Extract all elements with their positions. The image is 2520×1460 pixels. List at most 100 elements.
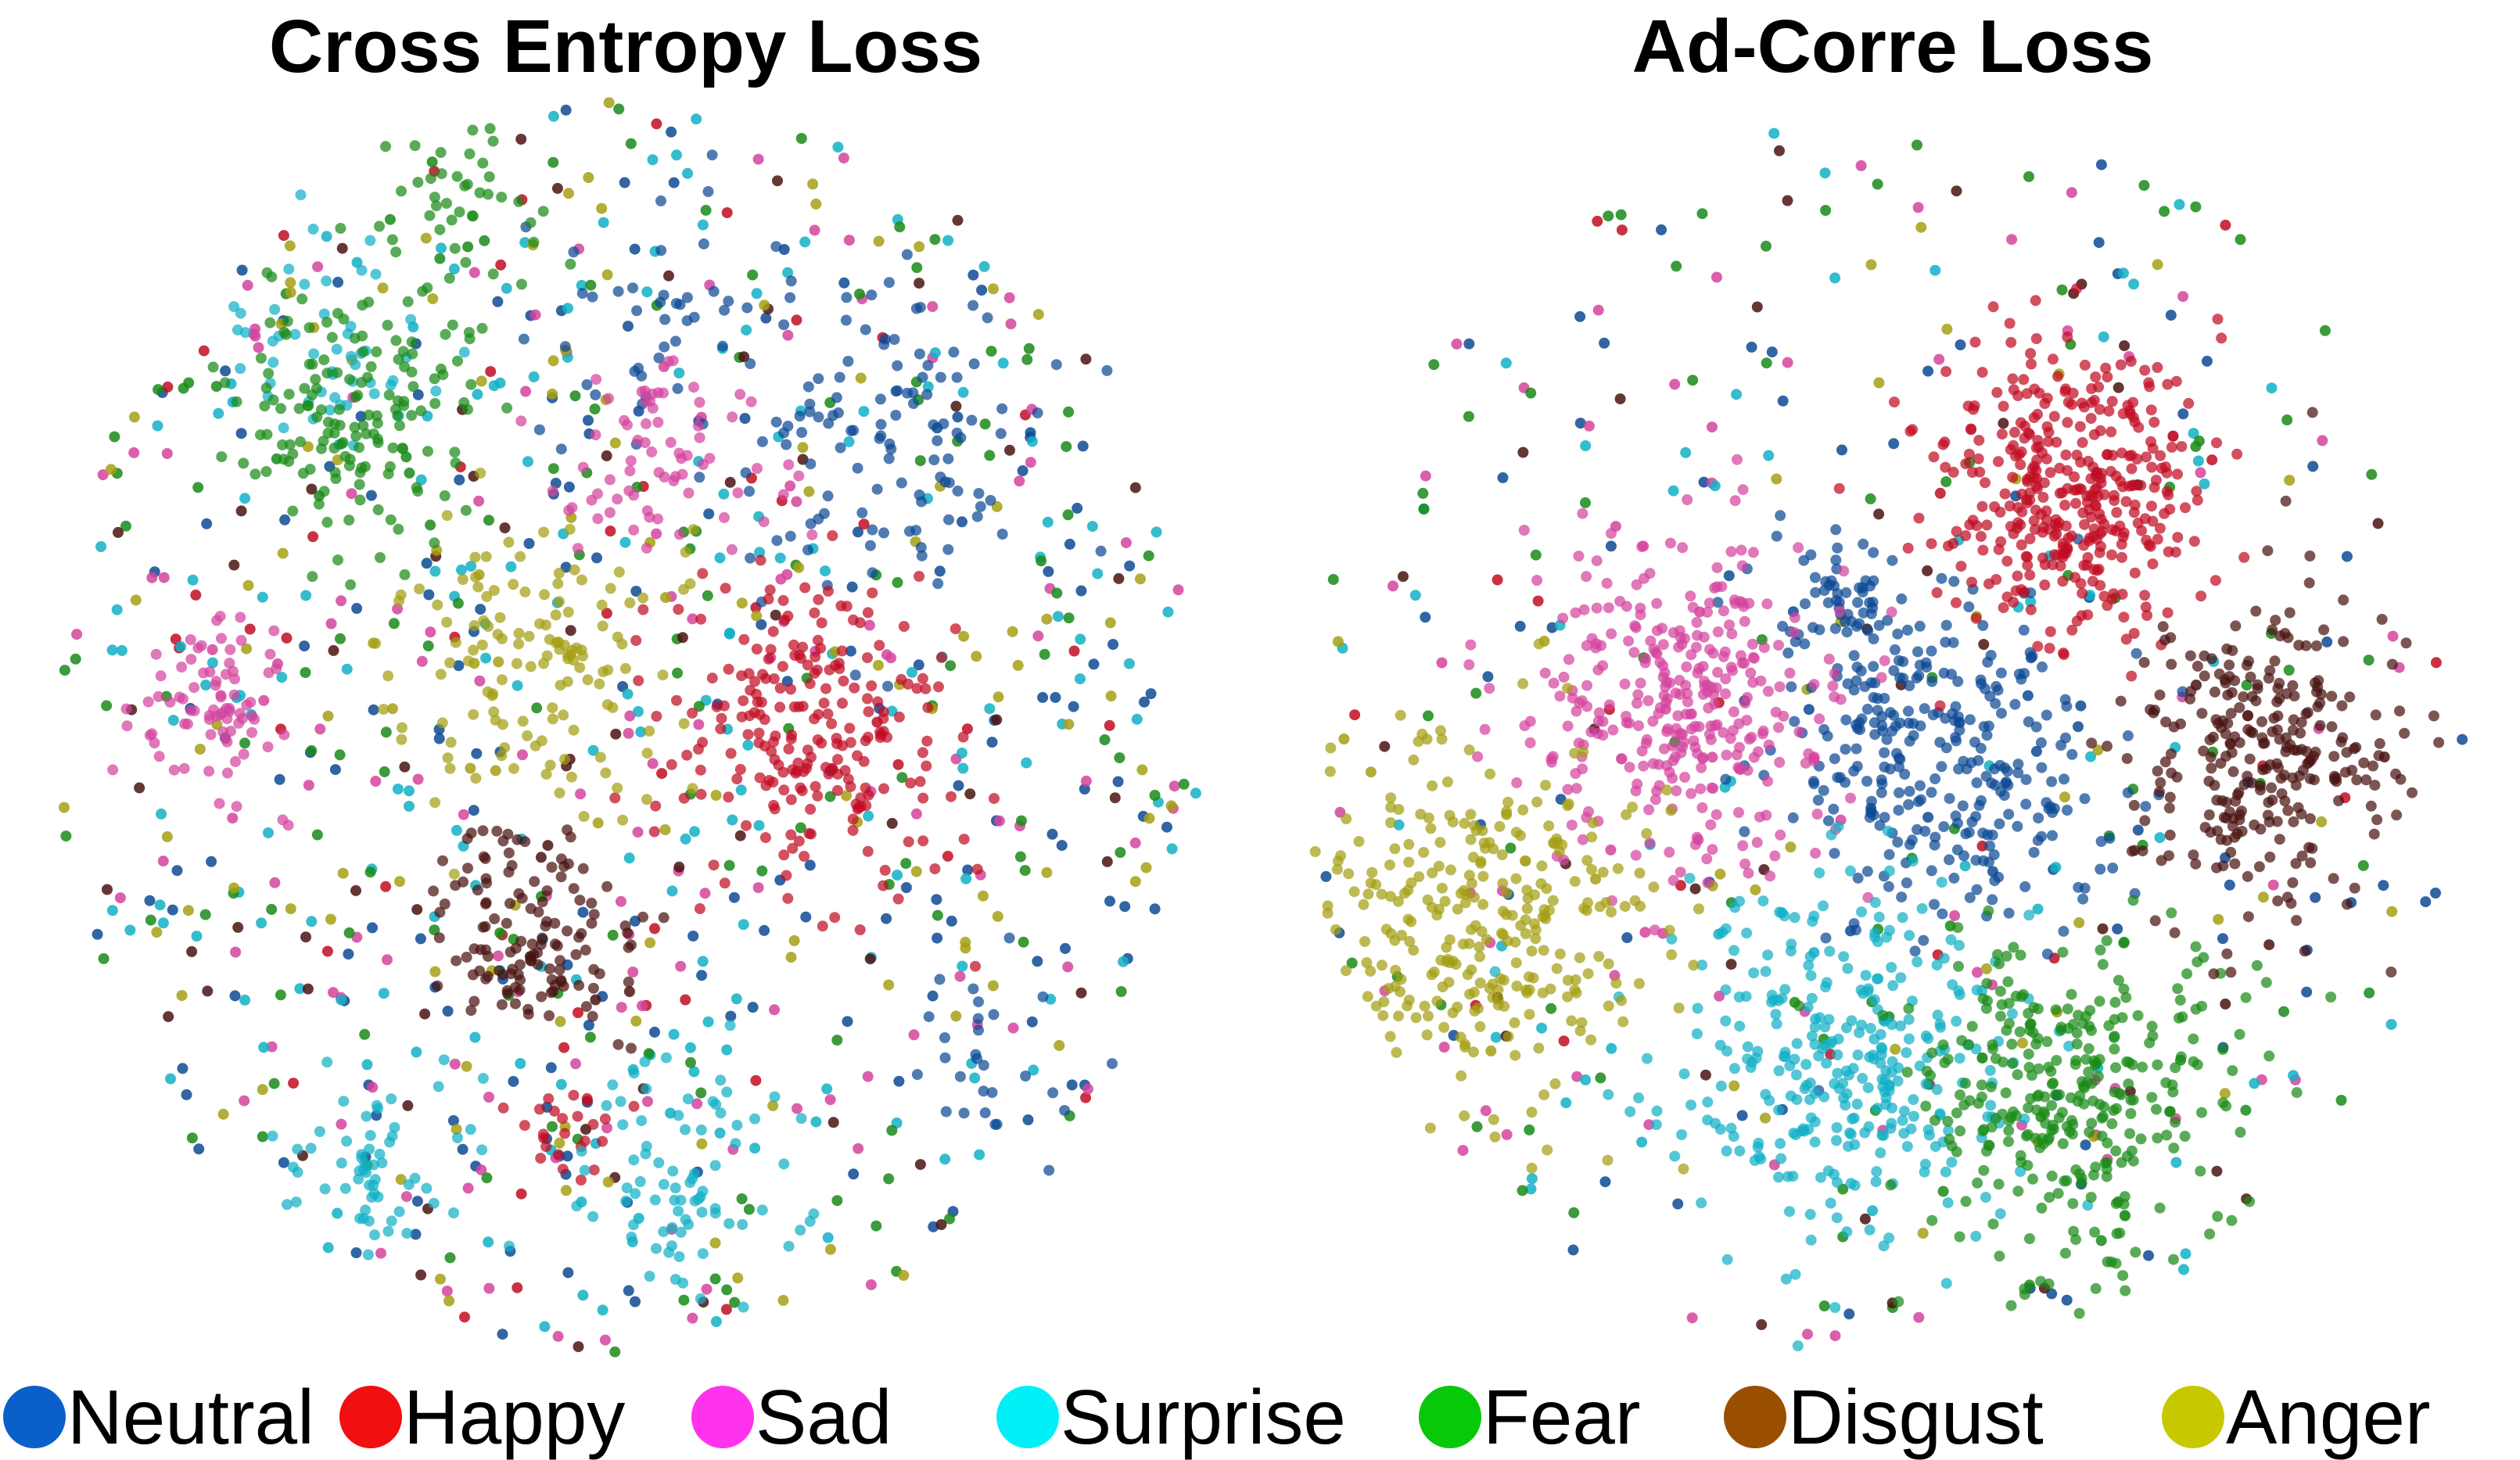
point-fear — [333, 404, 345, 415]
point-neutral — [2122, 730, 2134, 741]
point-fear — [2015, 1150, 2026, 1161]
point-anger — [1348, 886, 1360, 898]
point-sad — [1120, 537, 1132, 548]
point-surprise — [1845, 1128, 1857, 1140]
point-happy — [678, 792, 690, 804]
point-happy — [774, 701, 786, 713]
point-happy — [832, 754, 843, 766]
point-surprise — [1800, 1059, 1812, 1071]
point-neutral — [781, 439, 792, 450]
point-disgust — [2296, 809, 2307, 820]
point-sad — [726, 543, 738, 555]
point-neutral — [1919, 826, 1931, 837]
point-fear — [2151, 1103, 2162, 1115]
point-disgust — [1614, 393, 1626, 405]
point-neutral — [1886, 725, 1898, 737]
point-surprise — [668, 1028, 680, 1040]
point-surprise — [1912, 956, 1923, 967]
point-surprise — [1728, 945, 1739, 956]
point-fear — [2130, 1247, 2141, 1258]
point-anger — [450, 637, 461, 648]
point-sad — [1933, 353, 1945, 365]
point-fear — [721, 1284, 733, 1296]
point-fear — [406, 336, 418, 348]
point-fear — [1580, 497, 1591, 508]
point-surprise — [997, 357, 1009, 369]
point-neutral — [1929, 773, 1941, 784]
point-neutral — [412, 389, 424, 400]
point-happy — [914, 571, 925, 582]
legend-marker-fear — [1419, 1386, 1481, 1448]
point-neutral — [1025, 427, 1036, 439]
point-fear — [756, 865, 768, 877]
point-neutral — [630, 1296, 641, 1308]
point-happy — [2135, 479, 2147, 491]
point-sad — [1682, 696, 1693, 708]
point-surprise — [696, 1207, 708, 1218]
point-fear — [871, 1220, 882, 1232]
point-fear — [2283, 665, 2295, 676]
point-happy — [1987, 301, 1999, 313]
point-surprise — [1710, 1117, 1721, 1129]
point-disgust — [1004, 444, 1015, 456]
point-happy — [2106, 549, 2117, 561]
point-disgust — [2250, 605, 2262, 617]
point-neutral — [922, 360, 934, 371]
point-disgust — [336, 242, 348, 254]
point-fear — [2046, 1099, 2058, 1111]
point-neutral — [996, 529, 1008, 540]
point-happy — [2089, 500, 2101, 511]
point-fear — [307, 358, 318, 370]
point-surprise — [392, 784, 404, 795]
point-surprise — [1803, 960, 1815, 971]
point-anger — [576, 574, 587, 586]
point-happy — [2090, 371, 2102, 382]
point-disgust — [503, 866, 515, 878]
point-anger — [161, 831, 173, 842]
point-surprise — [1804, 1094, 1815, 1106]
point-neutral — [908, 398, 919, 409]
point-surprise — [1805, 1234, 1817, 1246]
point-sad — [1571, 783, 1582, 795]
point-neutral — [996, 403, 1008, 414]
point-fear — [984, 450, 996, 461]
point-surprise — [778, 1158, 790, 1170]
point-fear — [267, 394, 279, 406]
point-neutral — [1971, 777, 1983, 788]
point-disgust — [501, 988, 513, 999]
point-surprise — [256, 917, 267, 929]
point-surprise — [956, 748, 967, 759]
point-anger — [1941, 323, 1953, 335]
point-surprise — [636, 1115, 648, 1127]
point-anger — [855, 372, 867, 384]
point-anger — [1395, 986, 1405, 998]
point-surprise — [562, 303, 573, 314]
point-sad — [228, 689, 240, 701]
point-anger — [1750, 884, 1761, 895]
point-happy — [786, 730, 798, 741]
point-anger — [1443, 977, 1455, 988]
point-happy — [2100, 362, 2112, 374]
point-anger — [1463, 870, 1475, 881]
point-sad — [1472, 751, 1484, 762]
point-disgust — [2313, 675, 2324, 687]
point-surprise — [386, 1130, 398, 1142]
point-happy — [2231, 448, 2243, 460]
point-neutral — [805, 518, 817, 529]
point-surprise — [387, 375, 399, 386]
point-sad — [1616, 753, 1627, 765]
point-fear — [2044, 1192, 2055, 1204]
point-disgust — [2360, 774, 2372, 786]
legend-marker-anger — [2162, 1386, 2224, 1448]
point-happy — [2152, 361, 2163, 373]
point-sad — [1774, 756, 1786, 768]
point-disgust — [522, 1003, 534, 1015]
point-disgust — [541, 885, 553, 897]
point-surprise — [1669, 1150, 1681, 1162]
point-fear — [2067, 1019, 2079, 1030]
point-fear — [2166, 1079, 2178, 1091]
point-happy — [2076, 397, 2087, 409]
point-sad — [1745, 667, 1757, 679]
point-surprise — [512, 680, 523, 691]
point-disgust — [2269, 655, 2281, 667]
